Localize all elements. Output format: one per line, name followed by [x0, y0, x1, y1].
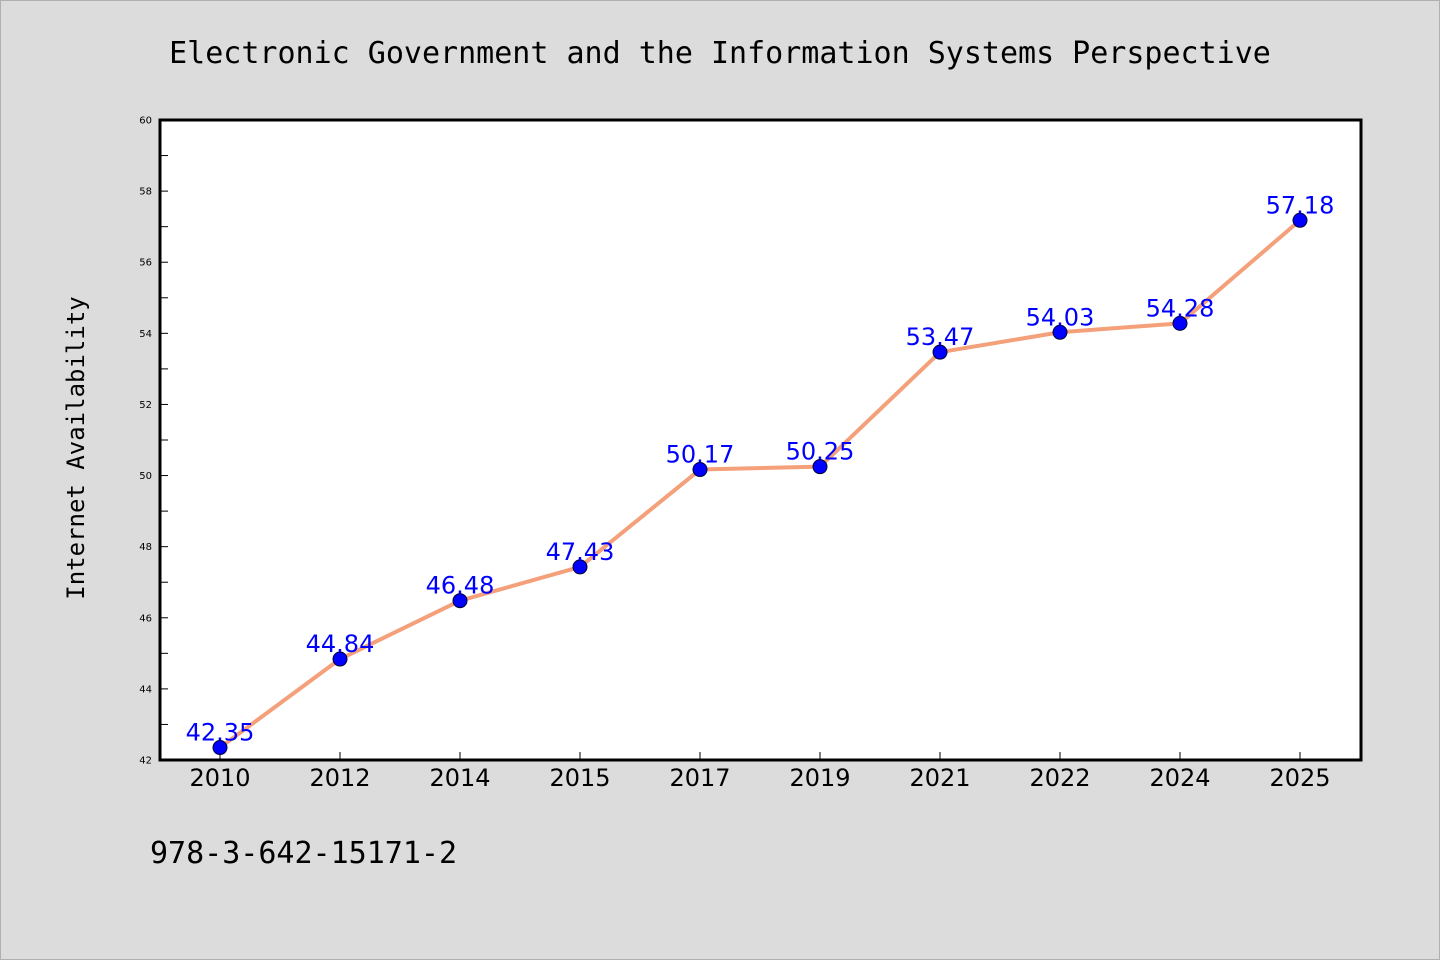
data-label: 53.47 — [906, 323, 975, 351]
series-polyline — [218, 218, 1302, 750]
data-points — [212, 212, 1308, 756]
x-tick-label: 2021 — [909, 764, 970, 792]
series-line — [218, 218, 1302, 750]
y-tick-label: 42 — [139, 756, 152, 767]
x-tick-label: 2014 — [429, 764, 490, 792]
x-tick-label: 2025 — [1269, 764, 1330, 792]
y-tick-label: 52 — [139, 400, 152, 411]
y-tick-label: 54 — [139, 329, 152, 340]
x-tick-label: 2012 — [309, 764, 370, 792]
x-tick-label: 2010 — [189, 764, 250, 792]
data-point — [1292, 212, 1308, 228]
data-label: 50.25 — [786, 438, 855, 466]
y-tick-label: 48 — [139, 542, 152, 553]
x-tick-label: 2015 — [549, 764, 610, 792]
x-tick-label: 2019 — [789, 764, 850, 792]
data-point — [1172, 315, 1188, 331]
data-label: 42.35 — [186, 719, 255, 747]
data-point — [932, 344, 948, 360]
isbn-text: 978-3-642-15171-2 — [150, 836, 457, 871]
data-labels: 42.35 44.84 46.48 47.43 50.17 50.25 53.47 54.03… — [186, 191, 1335, 746]
data-point — [212, 740, 228, 756]
data-point — [572, 559, 588, 575]
data-label: 50.17 — [666, 441, 735, 469]
y-tick-label: 46 — [139, 613, 152, 624]
data-point — [812, 459, 828, 475]
x-tick-label: 2024 — [1149, 764, 1210, 792]
data-point — [692, 462, 708, 478]
data-label: 57.18 — [1266, 191, 1335, 219]
data-point — [1052, 324, 1068, 340]
y-axis: 42 44 46 48 50 52 54 56 58 60 — [139, 116, 168, 767]
y-tick-label: 60 — [139, 116, 152, 127]
data-label: 54.28 — [1146, 294, 1215, 322]
data-label: 46.48 — [426, 572, 495, 600]
y-axis-label: Internet Availability — [62, 296, 90, 599]
data-label: 44.84 — [306, 630, 375, 658]
y-tick-label: 58 — [139, 187, 152, 198]
y-tick-label: 44 — [139, 684, 152, 695]
data-point — [452, 593, 468, 609]
data-label: 47.43 — [546, 538, 615, 566]
data-point — [332, 651, 348, 667]
plot-area — [158, 118, 1363, 762]
y-tick-label: 56 — [139, 258, 152, 269]
chart-title: Electronic Government and the Informatio… — [169, 36, 1271, 71]
y-tick-label: 50 — [139, 471, 152, 482]
data-label: 54.03 — [1026, 303, 1095, 331]
x-tick-label: 2022 — [1029, 764, 1090, 792]
x-tick-label: 2017 — [669, 764, 730, 792]
x-axis: 2010 2012 2014 2015 2017 2019 2021 2022 2024 2025 — [189, 752, 1331, 792]
